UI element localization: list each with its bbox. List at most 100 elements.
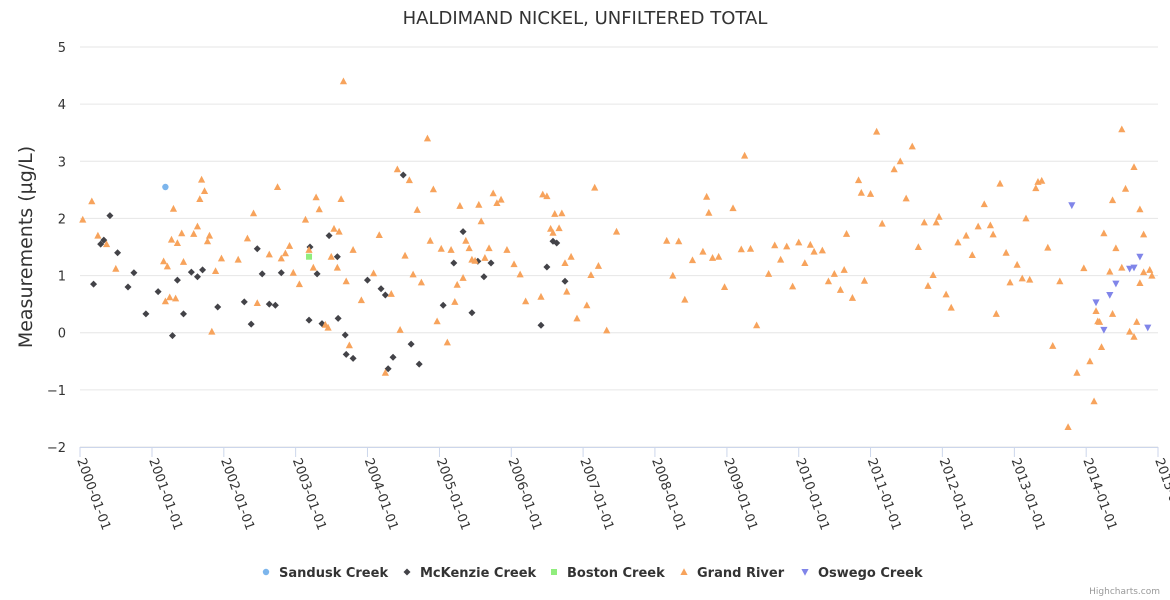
legend-label[interactable]: Oswego Creek	[818, 566, 923, 581]
data-point[interactable]	[200, 187, 209, 194]
data-point[interactable]	[1100, 326, 1108, 334]
data-point[interactable]	[947, 303, 955, 311]
data-point[interactable]	[996, 179, 1004, 187]
data-point[interactable]	[516, 270, 524, 278]
data-point[interactable]	[783, 242, 791, 250]
data-point[interactable]	[806, 240, 814, 248]
data-point[interactable]	[481, 254, 489, 261]
data-point[interactable]	[345, 341, 353, 349]
data-point[interactable]	[193, 222, 202, 230]
data-point[interactable]	[1112, 280, 1120, 288]
data-point[interactable]	[399, 171, 407, 179]
data-point[interactable]	[426, 236, 434, 244]
data-point[interactable]	[178, 229, 186, 237]
data-point[interactable]	[480, 273, 488, 281]
data-point[interactable]	[97, 240, 105, 248]
data-point[interactable]	[1148, 271, 1156, 279]
data-point[interactable]	[1100, 229, 1108, 237]
data-point[interactable]	[349, 246, 357, 253]
data-point[interactable]	[88, 197, 96, 205]
data-point[interactable]	[612, 227, 621, 235]
data-point[interactable]	[1013, 260, 1021, 268]
data-point[interactable]	[543, 192, 551, 200]
data-point[interactable]	[1026, 275, 1034, 283]
data-point[interactable]	[485, 244, 493, 252]
data-point[interactable]	[315, 205, 323, 213]
data-point[interactable]	[243, 234, 252, 242]
data-point[interactable]	[543, 263, 551, 271]
data-point[interactable]	[746, 244, 755, 252]
data-point[interactable]	[675, 237, 683, 245]
data-point[interactable]	[594, 262, 603, 269]
data-point[interactable]	[285, 242, 294, 249]
data-point[interactable]	[289, 268, 297, 276]
data-point[interactable]	[265, 250, 273, 258]
data-point[interactable]	[247, 320, 255, 328]
legend-label[interactable]: Grand River	[697, 566, 785, 581]
data-point[interactable]	[112, 264, 120, 272]
legend-symbol[interactable]	[801, 569, 809, 576]
data-point[interactable]	[443, 338, 451, 346]
data-point[interactable]	[100, 236, 108, 244]
data-point[interactable]	[873, 127, 881, 135]
data-point[interactable]	[1106, 267, 1114, 275]
data-point[interactable]	[199, 266, 207, 274]
data-point[interactable]	[537, 292, 545, 300]
data-point[interactable]	[375, 231, 383, 238]
data-point[interactable]	[573, 314, 581, 322]
data-point[interactable]	[705, 208, 713, 216]
data-point[interactable]	[249, 209, 258, 217]
data-point[interactable]	[1144, 324, 1152, 332]
data-point[interactable]	[205, 231, 214, 239]
data-point[interactable]	[337, 195, 345, 202]
data-point[interactable]	[377, 285, 385, 293]
data-point[interactable]	[273, 183, 282, 190]
data-point[interactable]	[840, 266, 848, 273]
data-point[interactable]	[487, 259, 495, 267]
legend-item[interactable]: McKenzie Creek	[403, 566, 537, 581]
data-point[interactable]	[549, 228, 557, 236]
data-point[interactable]	[330, 224, 338, 232]
data-point[interactable]	[369, 269, 378, 277]
data-point[interactable]	[992, 310, 1000, 317]
data-point[interactable]	[130, 269, 138, 277]
data-point[interactable]	[854, 176, 863, 184]
credits-text[interactable]: Highcharts.com	[1089, 587, 1160, 597]
data-point[interactable]	[986, 221, 994, 229]
data-point[interactable]	[381, 291, 389, 299]
legend-label[interactable]: Boston Creek	[567, 566, 665, 581]
data-point[interactable]	[217, 254, 226, 262]
data-point[interactable]	[842, 230, 851, 237]
data-point[interactable]	[563, 287, 571, 295]
data-point[interactable]	[333, 253, 341, 261]
data-point[interactable]	[214, 303, 222, 311]
legend-item[interactable]: Boston Creek	[551, 566, 665, 581]
data-point[interactable]	[415, 360, 423, 368]
data-point[interactable]	[962, 231, 970, 239]
data-point[interactable]	[335, 227, 343, 235]
data-point[interactable]	[258, 270, 266, 278]
data-point[interactable]	[824, 277, 833, 285]
data-point[interactable]	[489, 189, 497, 197]
data-point[interactable]	[1022, 214, 1030, 222]
data-point[interactable]	[890, 165, 898, 173]
data-point[interactable]	[429, 185, 437, 193]
data-point[interactable]	[339, 77, 348, 85]
data-point[interactable]	[306, 253, 313, 260]
legend-symbol[interactable]	[551, 569, 557, 575]
data-point[interactable]	[1049, 342, 1057, 349]
data-point[interactable]	[381, 368, 389, 376]
data-point[interactable]	[1044, 243, 1052, 251]
data-point[interactable]	[1118, 125, 1126, 133]
data-point[interactable]	[456, 202, 464, 209]
data-point[interactable]	[1112, 244, 1120, 252]
data-point[interactable]	[1080, 264, 1088, 272]
data-point[interactable]	[417, 278, 425, 286]
data-point[interactable]	[1136, 279, 1144, 286]
data-point[interactable]	[1090, 397, 1098, 405]
data-point[interactable]	[433, 317, 441, 325]
data-point[interactable]	[866, 190, 875, 197]
data-point[interactable]	[173, 276, 181, 284]
data-point[interactable]	[459, 274, 467, 281]
data-point[interactable]	[1092, 307, 1100, 314]
